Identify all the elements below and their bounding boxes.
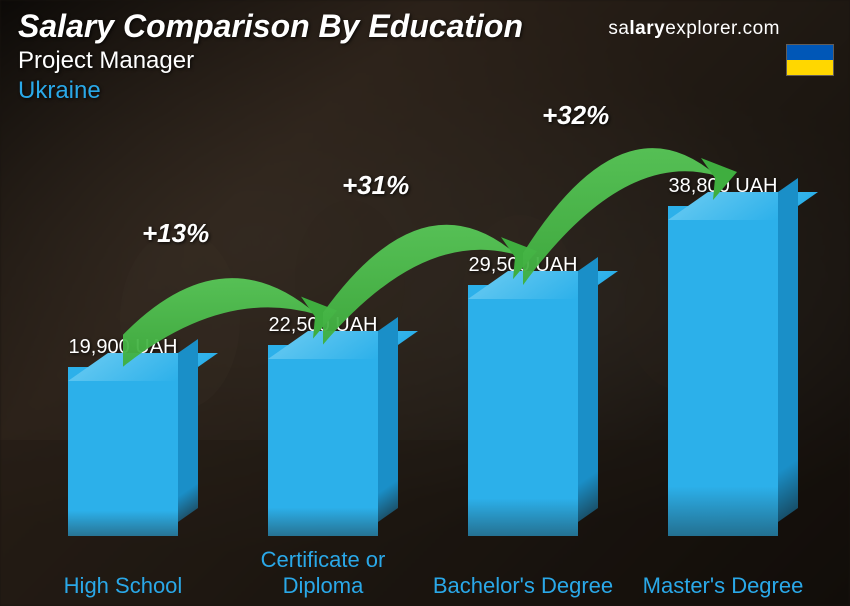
country-flag-icon [786,44,834,76]
bar-side-face [778,178,798,522]
bar-group: 38,800 UAH [658,175,788,536]
increase-percent-label: +31% [342,170,409,201]
brand-com: .com [737,18,780,39]
bar-group: 19,900 UAH [58,336,188,536]
bar-3d [268,345,378,536]
brand-lary: lary [629,18,665,39]
infographic-container: Salary Comparison By Education Project M… [0,0,850,606]
bar-front-face [468,285,578,536]
brand-logo-text: salaryexplorer.com [608,18,780,40]
chart-area: 19,900 UAH 22,500 UAH 29,500 UAH 38,800 UAH [18,130,810,536]
bar-group: 29,500 UAH [458,254,588,536]
bar-side-face [178,339,198,522]
brand-explorer: explorer [665,18,737,39]
category-label: Certificate or Diploma [228,547,418,598]
country-name: Ukraine [18,77,832,105]
bar-group: 22,500 UAH [258,314,388,536]
increase-percent-label: +13% [142,218,209,249]
bar-front-face [68,367,178,536]
brand-a: a [618,18,629,39]
increase-percent-label: +32% [542,100,609,131]
flag-top-stripe [787,45,833,60]
category-label: Master's Degree [628,573,818,598]
bar-3d [468,285,578,536]
bar-side-face [578,257,598,522]
bar-3d [668,206,778,536]
flag-bottom-stripe [787,60,833,75]
bar-front-face [668,206,778,536]
category-label: Bachelor's Degree [428,573,618,598]
brand-s: s [608,18,618,39]
job-title: Project Manager [18,47,832,75]
bar-3d [68,367,178,536]
category-label: High School [28,573,218,598]
bar-side-face [378,317,398,522]
bar-front-face [268,345,378,536]
